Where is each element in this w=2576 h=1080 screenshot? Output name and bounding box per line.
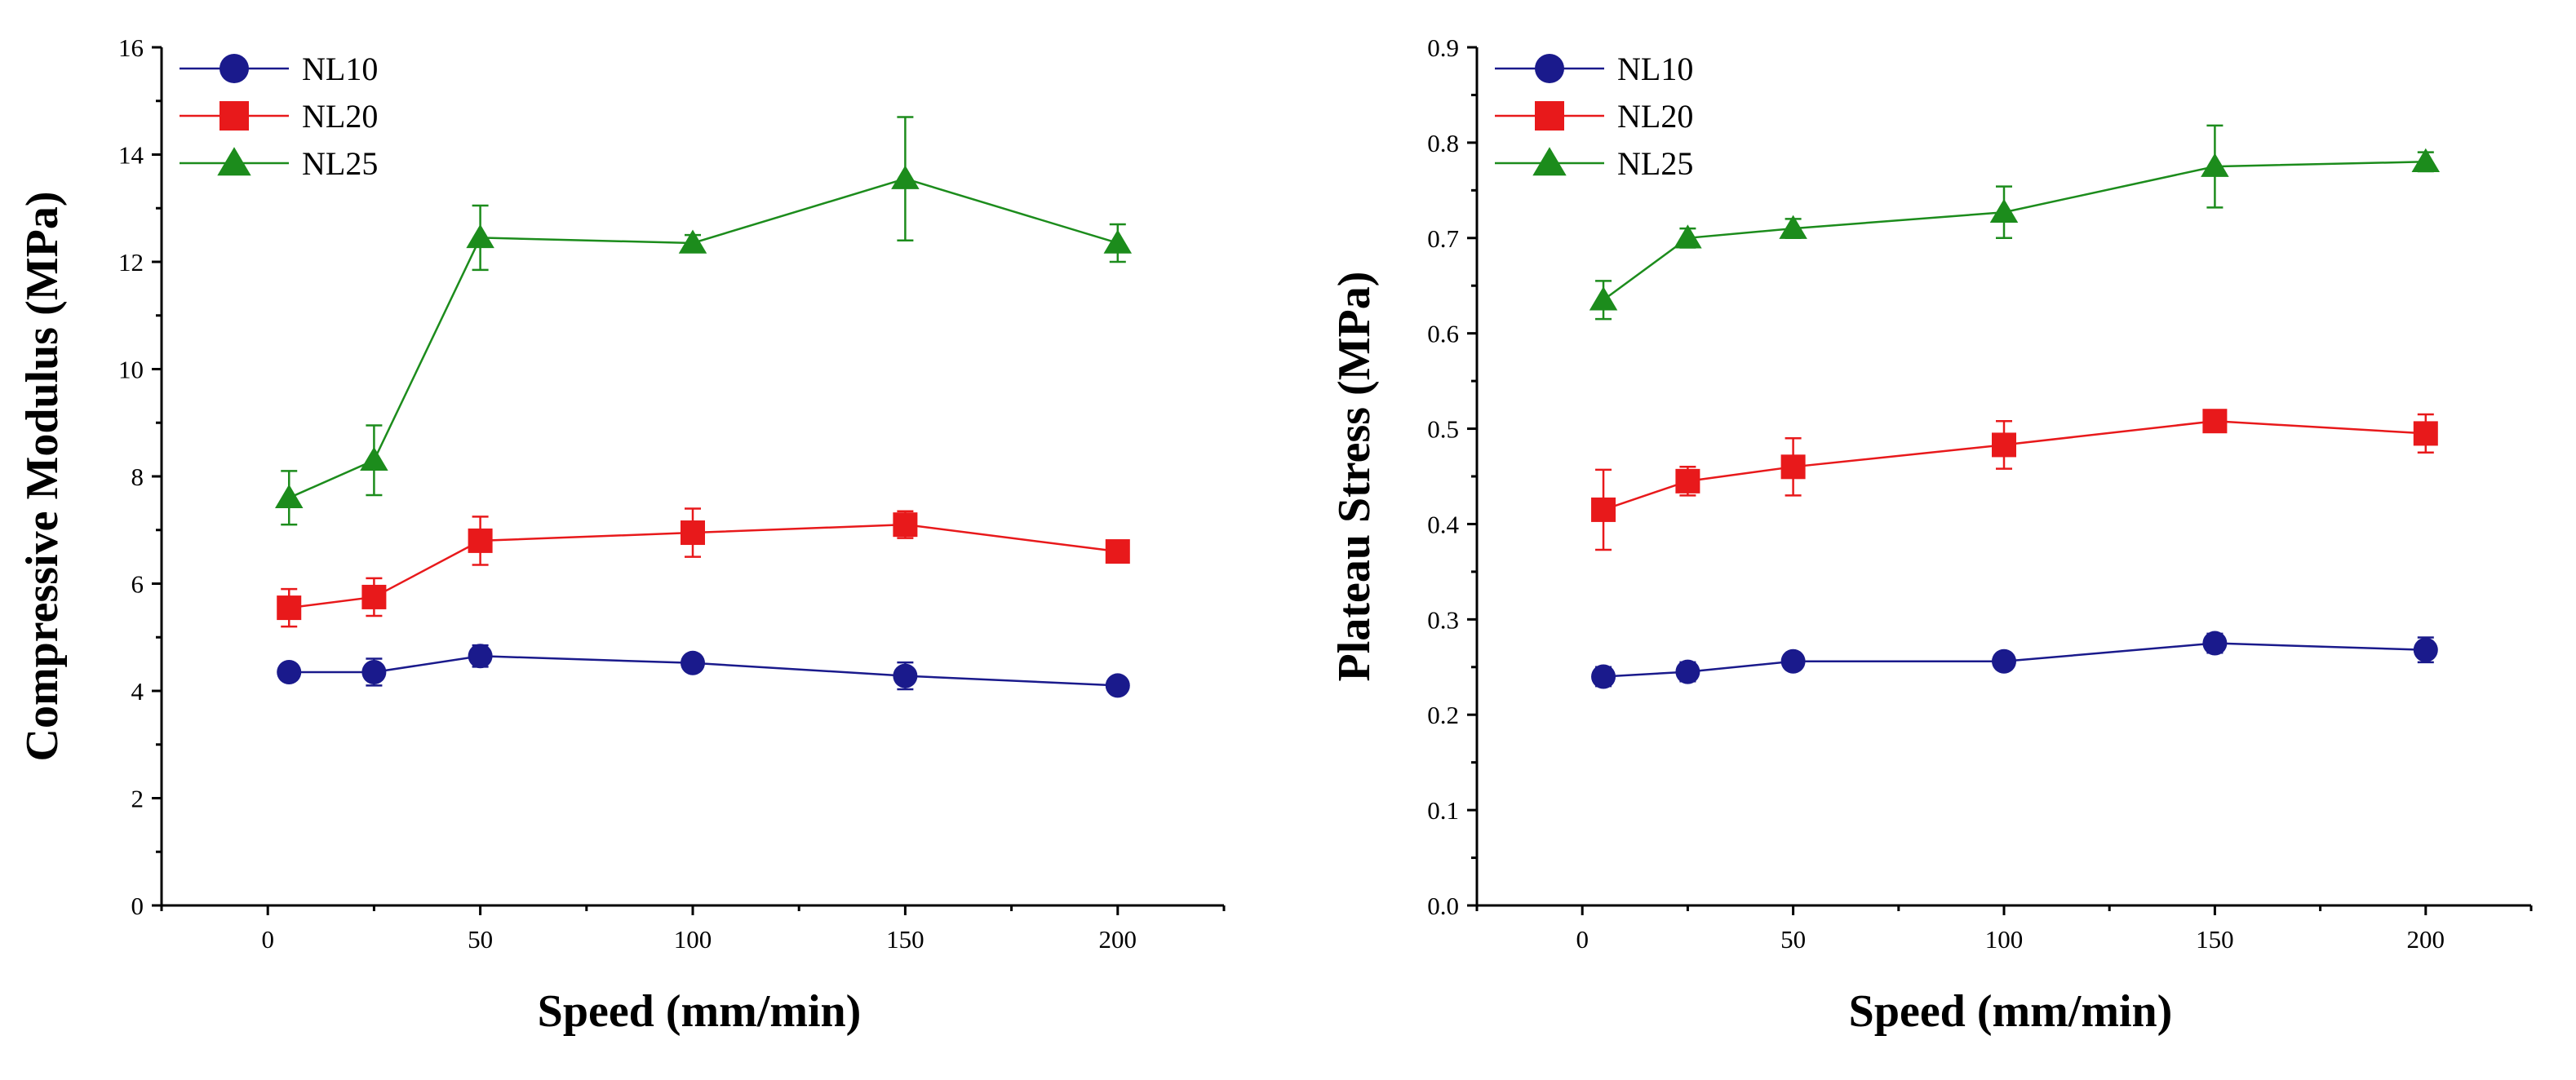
data-point	[1675, 468, 1700, 494]
data-point	[681, 520, 705, 546]
legend-label: NL25	[302, 145, 378, 182]
data-point	[1591, 664, 1616, 689]
data-point	[468, 528, 493, 553]
data-point	[1989, 198, 2019, 223]
data-point	[277, 659, 302, 684]
data-point	[1105, 539, 1130, 564]
legend-marker	[1535, 54, 1564, 83]
data-point	[1591, 497, 1616, 522]
data-point	[678, 229, 707, 254]
y-tick-label: 6	[131, 570, 144, 599]
data-point	[361, 584, 387, 609]
data-point	[2413, 421, 2438, 446]
y-tick-label: 0.5	[1427, 415, 1459, 444]
y-tick-label: 14	[118, 141, 144, 170]
data-point	[1105, 673, 1130, 698]
data-point	[1992, 432, 2016, 458]
y-tick-label: 0.0	[1427, 892, 1459, 920]
x-tick-label: 150	[886, 925, 924, 954]
series-line	[289, 655, 1118, 687]
y-tick-label: 8	[131, 463, 144, 491]
x-tick-label: 150	[2196, 925, 2234, 954]
legend-marker	[217, 147, 251, 176]
data-point	[2202, 631, 2228, 656]
x-tick-label: 200	[2407, 925, 2445, 954]
series-line	[1603, 642, 2426, 678]
series-line	[289, 523, 1118, 609]
legend-marker	[219, 101, 249, 131]
y-tick-label: 0.2	[1427, 701, 1459, 729]
legend-marker	[219, 54, 249, 83]
y-tick-label: 4	[131, 677, 144, 706]
data-point	[893, 663, 918, 688]
y-tick-label: 2	[131, 785, 144, 813]
y-tick-label: 0.8	[1427, 129, 1459, 157]
legend-marker	[1535, 101, 1564, 131]
legend-label: NL10	[302, 51, 378, 87]
x-tick-label: 200	[1099, 925, 1137, 954]
data-point	[361, 659, 387, 684]
legend-label: NL10	[1617, 51, 1693, 87]
data-point	[891, 165, 920, 189]
data-point	[1675, 659, 1700, 684]
y-tick-label: 0.1	[1427, 796, 1459, 825]
compressive-modulus-chart: 0 2 4 6 8 10 12 14 16 0 50 100 150 200 Speed (mm/min) C…	[17, 33, 1226, 1037]
data-point	[2413, 637, 2438, 662]
y-axis-title: Compressive Modulus (MPa)	[17, 192, 68, 762]
series-line	[1603, 419, 2426, 511]
series-nl25	[1589, 124, 2441, 321]
x-tick-label: 100	[1985, 925, 2024, 954]
data-point	[360, 446, 388, 471]
legend: NL10 NL20 NL25	[1495, 51, 1693, 182]
data-point	[274, 484, 304, 509]
y-tick-label: 0.9	[1427, 33, 1459, 62]
x-tick-label: 0	[1576, 925, 1589, 954]
x-axis-title: Speed (mm/min)	[1849, 986, 2173, 1037]
y-tick-label: 16	[118, 33, 144, 62]
data-point	[277, 595, 302, 621]
y-tick-label: 10	[118, 356, 144, 384]
x-tick-label: 50	[468, 925, 493, 954]
series-nl10	[277, 644, 1130, 698]
data-point	[1992, 648, 2016, 674]
data-point	[1780, 454, 1806, 480]
y-tick-label: 0.6	[1427, 320, 1459, 348]
data-point	[2202, 409, 2228, 434]
data-point	[681, 650, 705, 675]
x-tick-label: 100	[674, 925, 712, 954]
series-nl20	[277, 507, 1130, 628]
data-point	[2411, 148, 2441, 173]
series-line	[1603, 161, 2426, 301]
data-point	[2201, 153, 2229, 177]
y-axis-title: Plateau Stress (MPa)	[1329, 272, 1380, 682]
data-point	[1674, 224, 1702, 249]
data-point	[1780, 648, 1806, 674]
x-tick-label: 0	[261, 925, 274, 954]
plateau-stress-chart: 0.0 0.1 0.2 0.3 0.4 0.5 0.6 0.7 0.8 0.9 0 50 100 150 2…	[1329, 33, 2533, 1037]
legend-label: NL20	[302, 98, 378, 135]
legend-marker	[1532, 147, 1567, 176]
legend-label: NL25	[1617, 145, 1693, 182]
x-axis-title: Speed (mm/min)	[538, 986, 862, 1037]
y-tick-label: 0.4	[1427, 510, 1459, 538]
series-line	[288, 177, 1119, 499]
y-tick-label: 0	[131, 892, 144, 920]
series-nl25	[274, 116, 1133, 526]
data-point	[893, 512, 918, 538]
y-tick-label: 12	[118, 248, 144, 277]
x-tick-label: 50	[1780, 925, 1806, 954]
y-tick-label: 0.7	[1427, 224, 1459, 253]
data-point	[466, 224, 494, 249]
legend-label: NL20	[1617, 98, 1693, 135]
y-tick-label: 0.3	[1427, 605, 1459, 634]
series-nl20	[1591, 409, 2438, 551]
data-point	[1779, 215, 1807, 239]
series-nl10	[1591, 631, 2438, 689]
data-point	[468, 644, 493, 669]
legend: NL10 NL20 NL25	[180, 51, 378, 182]
data-point	[1103, 229, 1133, 254]
data-point	[1589, 286, 1618, 311]
